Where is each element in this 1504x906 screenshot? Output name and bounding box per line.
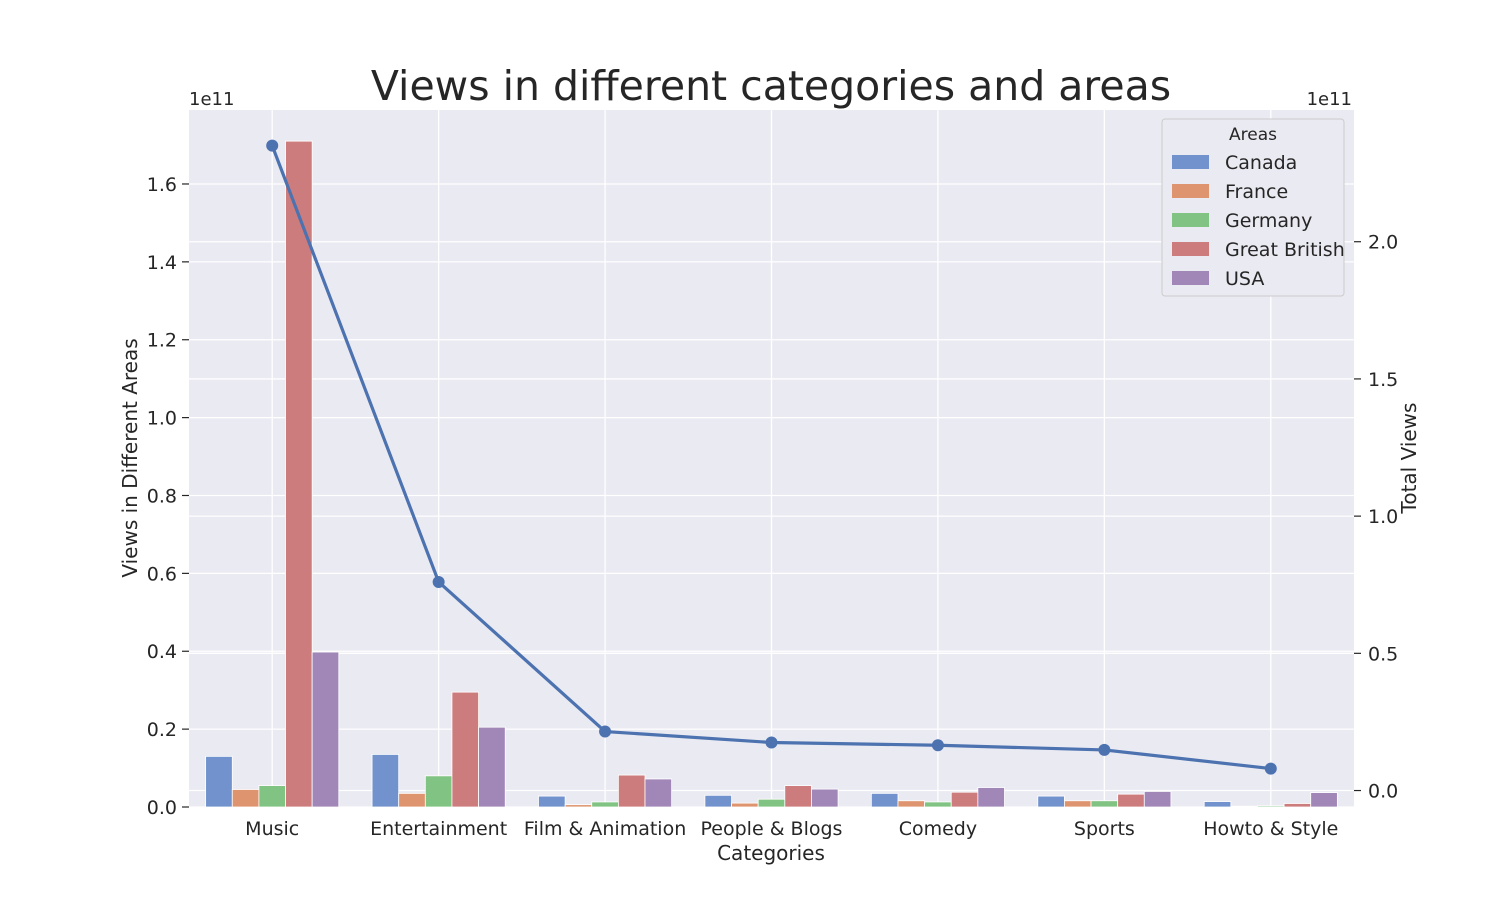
chart-title: Views in different categories and areas	[371, 62, 1171, 110]
bar-canada	[538, 795, 566, 808]
bar-canada	[1037, 795, 1065, 808]
legend-label: Great British	[1225, 239, 1345, 261]
y-tick-label: 0.2	[147, 719, 177, 741]
x-axis-label: Categories	[717, 841, 825, 865]
bar-canada	[205, 755, 233, 808]
legend-title: Areas	[1229, 125, 1277, 145]
bar-great-british	[451, 691, 479, 808]
bar-france	[1230, 805, 1258, 808]
bar-germany	[1257, 805, 1285, 808]
x-tick-label: Film & Animation	[524, 818, 686, 840]
x-tick-label: People & Blogs	[701, 818, 843, 840]
bar-france	[398, 792, 426, 808]
y2-tick-label: 1.0	[1368, 506, 1398, 528]
legend-swatch	[1172, 213, 1209, 227]
x-tick-label: Sports	[1074, 818, 1135, 840]
bar-usa	[811, 788, 839, 808]
bar-germany	[1090, 800, 1119, 808]
legend-label: France	[1225, 181, 1288, 203]
bar-canada	[870, 792, 899, 808]
legend: Areas Canada France Germany Great British US…	[1161, 118, 1345, 297]
y-tick-label: 1.4	[147, 252, 177, 274]
y-tick-label: 1.2	[147, 330, 177, 352]
bar-usa	[1310, 792, 1338, 808]
y2-tick-label: 0.5	[1368, 643, 1398, 665]
legend-swatch	[1172, 271, 1209, 285]
bar-great-british	[784, 785, 812, 808]
bar-france	[231, 789, 260, 808]
y2-tick-label: 1.5	[1368, 369, 1398, 391]
y-axis-offset-label: 1e11	[189, 89, 234, 110]
bar-france	[731, 802, 759, 808]
legend-label: Canada	[1225, 152, 1297, 174]
bar-usa	[1143, 791, 1172, 808]
total-views-line	[266, 139, 1277, 775]
y-tick-label: 1.6	[147, 174, 177, 196]
x-tick-label: Howto & Style	[1203, 818, 1338, 840]
total-views-point	[432, 575, 445, 588]
bar-great-british	[1283, 803, 1312, 808]
axes: 0.0 0.2 0.4 0.6 0.8 1.0 1.2 1.4 1.6 0.0 0.5 1.0 1.5 2…	[147, 174, 1398, 840]
total-views-point	[1264, 762, 1277, 775]
legend-label: USA	[1225, 268, 1264, 290]
bar-germany	[591, 801, 619, 808]
y-tick-label: 0.8	[147, 485, 177, 507]
grid	[189, 110, 1354, 808]
bar-great-british	[950, 791, 979, 808]
x-tick-label: Music	[245, 818, 299, 840]
bar-germany	[258, 785, 286, 808]
y-tick-label: 0.6	[147, 563, 177, 585]
legend-swatch	[1172, 155, 1209, 169]
y2-tick-label: 0.0	[1368, 781, 1398, 803]
y2-axis-label: Total Views	[1397, 403, 1421, 515]
bar-great-british	[1117, 793, 1145, 808]
y-tick-label: 0.0	[147, 797, 177, 819]
bar-france	[897, 800, 926, 808]
bar-great-british	[285, 140, 313, 808]
bars	[205, 140, 1338, 808]
total-views-point	[599, 725, 612, 738]
bar-france	[1064, 800, 1092, 808]
bar-germany	[924, 801, 952, 808]
x-tick-label: Entertainment	[370, 818, 507, 840]
bar-usa	[311, 651, 340, 808]
bar-usa	[644, 778, 673, 808]
total-views-point	[266, 139, 279, 152]
bar-germany	[424, 775, 453, 808]
legend-swatch	[1172, 184, 1209, 198]
y-tick-label: 1.0	[147, 408, 177, 430]
bar-canada	[1203, 801, 1232, 808]
total-views-point	[765, 736, 778, 749]
bar-france	[564, 804, 593, 808]
legend-swatch	[1172, 242, 1209, 256]
total-views-point	[1098, 743, 1111, 756]
bar-usa	[977, 787, 1005, 808]
bar-canada	[704, 794, 732, 808]
bar-canada	[371, 754, 400, 808]
y2-tick-label: 2.0	[1368, 232, 1398, 254]
legend-label: Germany	[1225, 210, 1312, 232]
total-views-point	[931, 739, 944, 752]
bar-germany	[757, 798, 786, 808]
y2-axis-offset-label: 1e11	[1307, 89, 1352, 110]
y-tick-label: 0.4	[147, 641, 177, 663]
bar-great-british	[617, 774, 646, 808]
x-tick-label: Comedy	[899, 818, 977, 840]
y-axis-label: Views in Different Areas	[118, 338, 142, 577]
bar-usa	[478, 726, 506, 808]
